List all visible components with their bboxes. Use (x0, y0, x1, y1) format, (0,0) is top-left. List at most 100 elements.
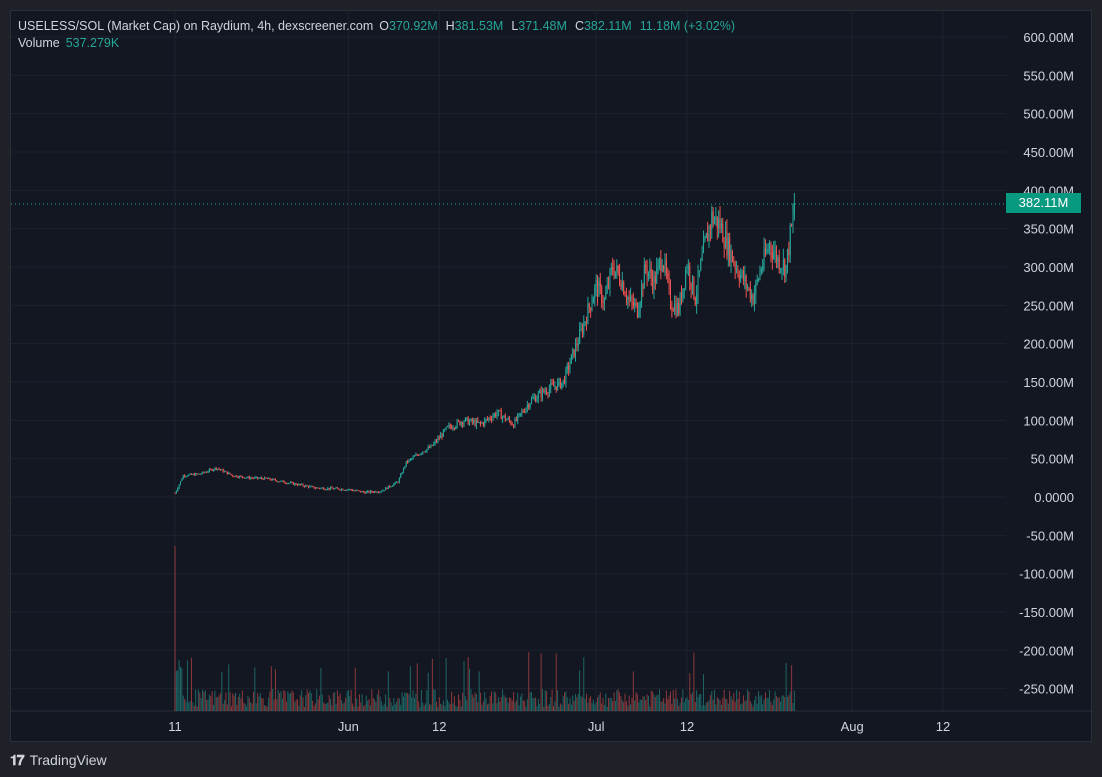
candle-body (594, 286, 596, 299)
candle-body (598, 281, 600, 297)
candle-body (510, 420, 512, 425)
volume-bar (324, 704, 326, 711)
candle-body (332, 488, 334, 490)
candle-body (416, 454, 418, 456)
candle-body (386, 487, 388, 489)
volume-bar (700, 693, 702, 711)
volume-bar (716, 697, 718, 711)
candle-body (617, 265, 619, 273)
volume-bar (740, 704, 742, 711)
volume-bar (228, 664, 230, 711)
candle-body (682, 288, 684, 301)
volume-bar (177, 670, 179, 711)
candle-body (785, 265, 787, 277)
volume-bar (510, 698, 512, 711)
volume-bar (705, 702, 707, 711)
x-tick-label: 12 (432, 719, 446, 734)
candle-body (422, 451, 424, 454)
candle-body (521, 411, 523, 414)
volume-bar (628, 695, 630, 711)
candle-body (568, 365, 570, 370)
candle-body (240, 475, 242, 477)
volume-bar (342, 703, 344, 711)
candle-body (356, 490, 358, 492)
candle-body (762, 265, 764, 270)
candle-body (519, 413, 521, 415)
candle-body (740, 274, 742, 281)
volume-bar (386, 706, 388, 711)
candle-body (431, 445, 433, 447)
candle-body (401, 472, 403, 475)
volume-bar (358, 694, 360, 711)
volume-bar (591, 703, 593, 711)
candle-body (458, 420, 460, 422)
candle-body (676, 303, 678, 316)
y-tick-label: 600.00M (1023, 30, 1074, 45)
candle-body (224, 471, 226, 473)
volume-bar (763, 699, 765, 711)
volume-bar (497, 697, 499, 711)
volume-bar (222, 703, 224, 711)
candle-body (371, 490, 373, 492)
volume-bar (517, 692, 519, 711)
volume-bar (645, 699, 647, 711)
candle-body (411, 458, 413, 460)
candle-body (294, 483, 296, 485)
volume-bar (767, 698, 769, 711)
candle-body (255, 476, 257, 478)
candle-body (206, 472, 208, 474)
volume-bar (246, 706, 248, 711)
volume-bar (625, 701, 627, 711)
candle-body (372, 491, 374, 493)
volume-bar (703, 674, 705, 711)
volume-bar (738, 691, 740, 711)
candle-body (641, 284, 643, 303)
volume-bar (408, 694, 410, 711)
volume-bar (653, 694, 655, 711)
volume-bar (331, 705, 333, 711)
volume-bar (522, 700, 524, 711)
candle-body (486, 418, 488, 420)
volume-bar (309, 690, 311, 711)
volume-bar (463, 661, 465, 711)
candle-body (407, 461, 409, 463)
candle-body (517, 414, 519, 421)
volume-bar (210, 696, 212, 711)
volume-bar (343, 702, 345, 711)
volume-bar (437, 706, 439, 711)
volume-bar (235, 692, 237, 711)
candle-body (251, 477, 253, 479)
candle-body (181, 479, 183, 482)
volume-bar (577, 693, 579, 711)
candle-body (511, 424, 513, 426)
volume-bar (390, 702, 392, 711)
candle-body (577, 343, 579, 346)
candle-body (558, 378, 560, 382)
candle-body (184, 475, 186, 477)
candle-body (482, 422, 484, 425)
volume-bar (678, 705, 680, 711)
candle-body (250, 477, 252, 479)
footer-brand[interactable]: TradingView (29, 752, 107, 768)
volume-bar (778, 697, 780, 711)
volume-bar (206, 699, 208, 711)
candle-body (552, 383, 554, 387)
y-tick-label: 100.00M (1023, 413, 1074, 428)
candle-body (426, 449, 428, 452)
volume-bar (356, 698, 358, 711)
candle-body (491, 419, 493, 421)
candle-body (555, 386, 557, 390)
volume-bar (753, 699, 755, 711)
candle-body (437, 437, 439, 442)
chart-canvas[interactable]: 600.00M550.00M500.00M450.00M400.00M350.0… (11, 11, 1093, 743)
volume-bar (654, 696, 656, 711)
chart-frame[interactable]: 600.00M 550.00M 500.00M 450.00M 400.00M 350.0… (10, 10, 1093, 743)
volume-bar (273, 699, 275, 711)
candle-body (186, 475, 188, 477)
volume-bar (683, 702, 685, 711)
footer[interactable]: 𝟏𝟕 TradingView (10, 748, 107, 772)
volume-bar (426, 689, 428, 711)
candle-body (674, 303, 676, 312)
candle-body (535, 397, 537, 402)
volume-bar (572, 695, 574, 711)
